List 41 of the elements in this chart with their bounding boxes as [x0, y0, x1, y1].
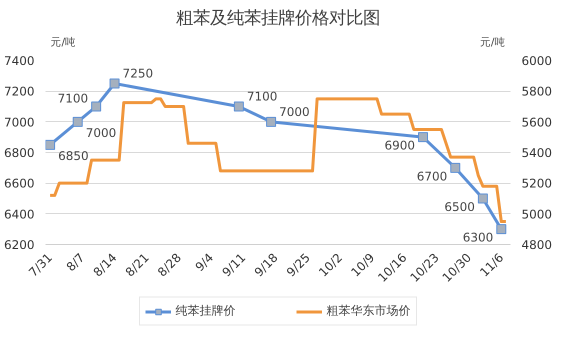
point — [110, 78, 120, 88]
chart-title: 粗苯及纯苯挂牌价格对比图 — [176, 8, 380, 28]
y-tick-label: 6600 — [4, 176, 35, 191]
x-tick-label: 8/7 — [64, 250, 88, 274]
y2-tick-label: 5200 — [522, 176, 552, 191]
y-tick-label: 6200 — [4, 238, 35, 252]
y2-tick-label: 5000 — [522, 207, 552, 222]
y-tick-label: 6800 — [4, 146, 35, 160]
point — [46, 140, 56, 150]
data-label: 7100 — [58, 92, 88, 106]
point — [72, 116, 83, 127]
y2-tick-label: 5400 — [522, 146, 552, 160]
point — [91, 102, 102, 112]
point — [266, 116, 276, 127]
y-tick-label: 7200 — [4, 84, 35, 99]
y2-tick-label: 5600 — [522, 115, 552, 130]
y-axis-title: 元/吨 — [50, 36, 76, 48]
y-tick-label: 7000 — [4, 115, 35, 130]
point — [234, 102, 244, 112]
y-tick-label: 7400 — [4, 54, 35, 68]
point — [450, 162, 460, 173]
data-label: 6850 — [58, 148, 89, 163]
data-label: 7100 — [246, 90, 278, 104]
y-tick-label: 6400 — [4, 207, 35, 222]
y2-axis-title: 元/吨 — [480, 36, 506, 48]
legend-label: 粗苯华东市场价 — [326, 302, 410, 320]
point — [496, 224, 506, 234]
data-label: 6700 — [416, 169, 448, 184]
y2-tick-label: 5800 — [522, 84, 552, 99]
data-label: 7000 — [86, 126, 116, 140]
point — [418, 132, 428, 142]
y2-tick-label: 6000 — [522, 54, 552, 68]
data-label: 7250 — [122, 66, 154, 80]
data-label: 6900 — [384, 138, 416, 153]
legend-label: 纯苯挂牌价 — [176, 302, 236, 320]
point — [478, 194, 488, 204]
data-label: 6500 — [444, 200, 475, 214]
data-label: 7000 — [279, 104, 310, 119]
x-tick-label: 9/4 — [192, 250, 216, 274]
y2-tick-label: 4800 — [522, 238, 552, 252]
data-label: 6300 — [462, 230, 494, 245]
